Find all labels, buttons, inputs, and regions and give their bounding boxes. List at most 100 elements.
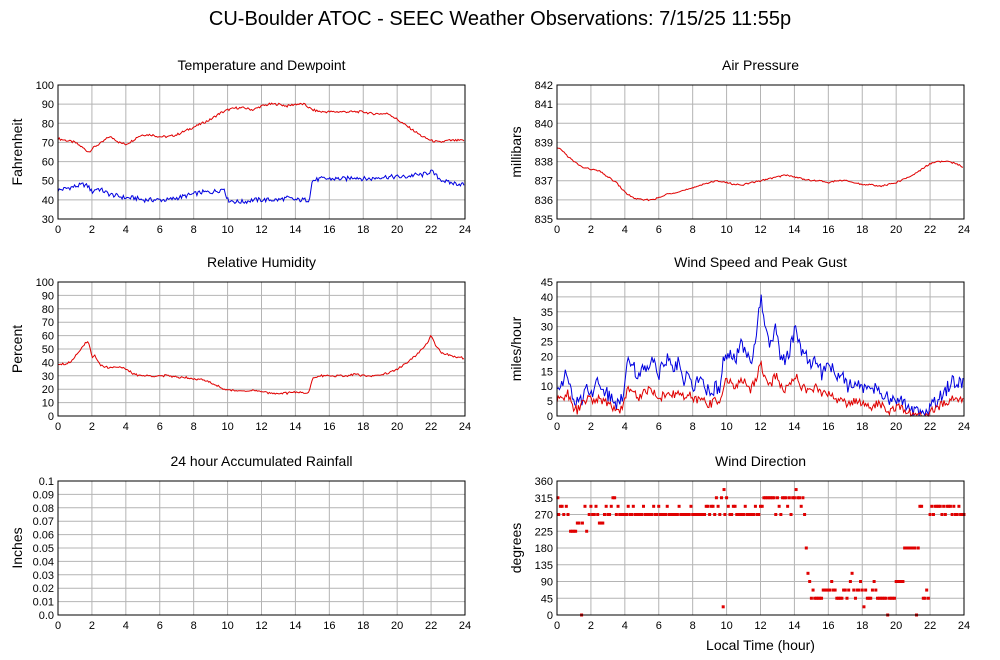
data-point (570, 529, 574, 533)
x-tick-label: 22 (425, 224, 437, 236)
data-point (852, 588, 856, 592)
data-point (658, 513, 662, 516)
x-tick-label: 0 (55, 224, 61, 236)
y-tick-label: 0.0 (39, 610, 54, 622)
data-point (686, 513, 690, 516)
x-tick-label: 24 (459, 620, 471, 632)
x-tick-label: 10 (221, 224, 233, 236)
data-point (862, 605, 866, 609)
data-point (682, 513, 686, 516)
x-tick-label: 18 (856, 421, 868, 433)
figure-title: CU-Boulder ATOC - SEEC Weather Observati… (208, 8, 792, 30)
data-point (872, 580, 876, 583)
data-point (865, 596, 869, 600)
data-point (643, 513, 647, 516)
data-point (896, 580, 900, 583)
data-point (911, 546, 915, 550)
y-tick-label: 0.05 (33, 543, 54, 555)
data-point (923, 596, 927, 600)
data-point (558, 504, 562, 508)
x-tick-label: 8 (191, 620, 197, 632)
plot-frame (57, 281, 466, 417)
x-tick-label: 10 (221, 620, 233, 632)
data-point (675, 513, 679, 516)
data-point (884, 596, 888, 600)
data-point (889, 596, 893, 600)
data-point (930, 504, 934, 508)
data-point (957, 504, 961, 508)
y-tick-label: 10 (42, 398, 54, 410)
data-point (887, 596, 891, 600)
data-point (694, 513, 698, 516)
x-tick-label: 16 (323, 224, 335, 236)
data-point (840, 596, 844, 600)
y-tick-label: 60 (42, 157, 54, 169)
data-point (855, 588, 859, 592)
y-tick-label: 0.02 (33, 583, 54, 595)
x-tick-label: 18 (357, 224, 369, 236)
panel-title: Wind Direction (715, 453, 806, 469)
x-tick-label: 4 (123, 620, 129, 632)
y-tick-label: 225 (535, 526, 553, 538)
data-point (759, 504, 762, 508)
data-point (611, 496, 615, 500)
data-point (742, 513, 746, 516)
x-tick-label: 4 (622, 421, 628, 433)
data-point (564, 504, 568, 508)
data-point (750, 513, 754, 516)
y-tick-label: 90 (541, 577, 553, 589)
data-point (577, 521, 581, 525)
x-tick-label: 10 (221, 421, 233, 433)
data-point (680, 513, 684, 516)
x-tick-label: 0 (55, 421, 61, 433)
x-tick-label: 4 (622, 620, 628, 632)
x-tick-label: 10 (720, 620, 732, 632)
data-point (725, 496, 729, 500)
y-tick-label: 40 (42, 357, 54, 369)
data-point (655, 513, 659, 516)
data-point (721, 605, 725, 609)
data-point (623, 513, 627, 516)
x-tick-label: 10 (720, 224, 732, 236)
x-tick-label: 22 (425, 620, 437, 632)
data-point (842, 588, 846, 592)
data-point (604, 504, 608, 508)
data-point (843, 588, 847, 592)
x-tick-label: 8 (690, 620, 696, 632)
y-tick-label: 180 (535, 543, 553, 555)
x-tick-label: 2 (588, 421, 594, 433)
data-point (599, 521, 603, 525)
data-point (569, 529, 573, 533)
data-point (616, 504, 620, 508)
data-point (662, 513, 666, 516)
data-point (804, 546, 808, 550)
y-tick-label: 15 (541, 366, 553, 378)
data-point (580, 521, 584, 525)
data-point (753, 504, 757, 508)
data-point (940, 513, 944, 516)
data-point (921, 596, 925, 600)
data-point (943, 513, 947, 516)
data-point (903, 546, 907, 550)
data-point (857, 588, 861, 592)
data-point (736, 513, 740, 516)
data-point (837, 596, 841, 600)
data-point (718, 513, 722, 516)
data-point (767, 496, 771, 500)
data-point (904, 546, 908, 550)
data-point (853, 596, 857, 600)
x-tick-label: 16 (822, 224, 834, 236)
data-point (838, 596, 842, 600)
x-tick-label: 12 (754, 421, 766, 433)
data-point (782, 496, 786, 500)
y-tick-label: 30 (541, 322, 553, 334)
data-point (859, 580, 863, 583)
data-point (928, 513, 932, 516)
x-tick-label: 2 (89, 620, 95, 632)
data-point (738, 513, 742, 516)
data-point (574, 529, 578, 533)
data-point (614, 513, 618, 516)
x-tick-label: 8 (191, 224, 197, 236)
data-point (704, 504, 708, 508)
